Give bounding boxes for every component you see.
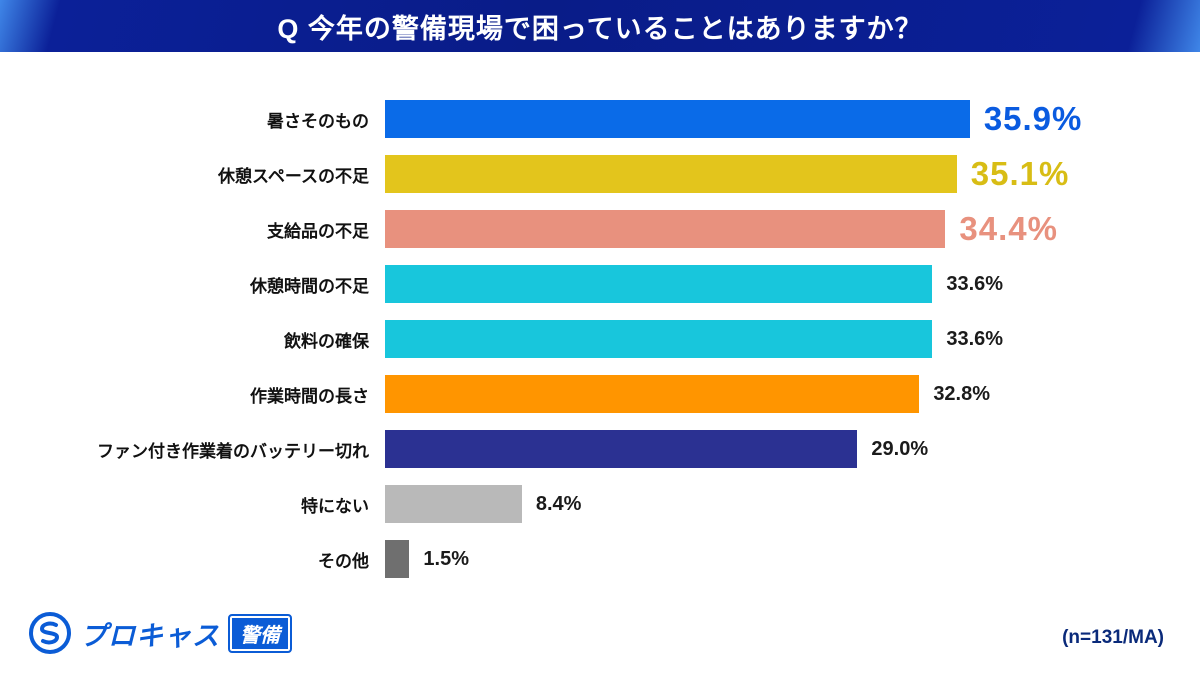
bar bbox=[385, 210, 946, 248]
bar bbox=[385, 540, 410, 578]
procas-s-circle-icon bbox=[28, 611, 72, 655]
bar-track: 33.6% bbox=[385, 320, 1170, 358]
category-label: その他 bbox=[318, 551, 369, 571]
category-label: 飲料の確保 bbox=[284, 331, 369, 351]
value-label: 34.4% bbox=[959, 210, 1058, 247]
logo-wordmark: プロキャス bbox=[80, 620, 220, 651]
bar bbox=[385, 155, 957, 193]
bar bbox=[385, 320, 933, 358]
bar-track: 35.9% bbox=[385, 100, 1170, 138]
bar bbox=[385, 100, 970, 138]
category-label: 休憩スペースの不足 bbox=[218, 166, 369, 186]
bar bbox=[385, 485, 522, 523]
category-label: 休憩時間の不足 bbox=[250, 276, 369, 296]
value-label: 1.5% bbox=[423, 547, 470, 570]
value-label: 8.4% bbox=[535, 492, 582, 515]
question-banner: Q 今年の警備現場で困っていることはありますか？ bbox=[0, 0, 1200, 52]
value-label: 35.1% bbox=[970, 155, 1070, 192]
value-label: 33.6% bbox=[946, 327, 1004, 350]
bar-track: 29.0% bbox=[385, 430, 1170, 468]
bar-track: 34.4% bbox=[385, 210, 1170, 248]
sample-size-note: (n=131/MA) bbox=[1062, 627, 1164, 648]
value-label: 32.8% bbox=[933, 382, 991, 405]
category-label: ファン付き作業着のバッテリー切れ bbox=[97, 441, 369, 461]
chart-title: Q 今年の警備現場で困っていることはありますか？ bbox=[277, 13, 923, 44]
value-label: 35.9% bbox=[983, 100, 1083, 137]
chart-row: その他 1.5% bbox=[30, 540, 1170, 578]
chart-row: 暑さそのもの 35.9% bbox=[30, 100, 1170, 138]
category-label: 暑さそのもの bbox=[267, 111, 369, 131]
bar-track: 33.6% bbox=[385, 265, 1170, 303]
bar-chart: 暑さそのもの 35.9% 休憩スペースの不足 35.1% 支給品の不足 34.4% 休憩時間… bbox=[30, 100, 1170, 595]
category-label: 特にない bbox=[301, 496, 369, 516]
bar bbox=[385, 265, 933, 303]
chart-row: 休憩スペースの不足 35.1% bbox=[30, 155, 1170, 193]
bar-track: 1.5% bbox=[385, 540, 1170, 578]
chart-row: 休憩時間の不足 33.6% bbox=[30, 265, 1170, 303]
category-label: 作業時間の長さ bbox=[250, 386, 369, 406]
bar-chart-rows: 暑さそのもの 35.9% 休憩スペースの不足 35.1% 支給品の不足 34.4% 休憩時間… bbox=[30, 100, 1170, 578]
category-label: 支給品の不足 bbox=[267, 221, 369, 241]
chart-row: 作業時間の長さ 32.8% bbox=[30, 375, 1170, 413]
bar bbox=[385, 430, 858, 468]
bar-track: 32.8% bbox=[385, 375, 1170, 413]
bar-track: 8.4% bbox=[385, 485, 1170, 523]
chart-row: 飲料の確保 33.6% bbox=[30, 320, 1170, 358]
brand-logo: プロキャス 警備 bbox=[28, 611, 292, 655]
bar bbox=[385, 375, 920, 413]
chart-row: ファン付き作業着のバッテリー切れ 29.0% bbox=[30, 430, 1170, 468]
bar-track: 35.1% bbox=[385, 155, 1170, 193]
chart-row: 支給品の不足 34.4% bbox=[30, 210, 1170, 248]
logo-badge-keibi: 警備 bbox=[228, 613, 292, 653]
value-label: 33.6% bbox=[946, 272, 1004, 295]
value-label: 29.0% bbox=[871, 437, 929, 460]
chart-row: 特にない 8.4% bbox=[30, 485, 1170, 523]
